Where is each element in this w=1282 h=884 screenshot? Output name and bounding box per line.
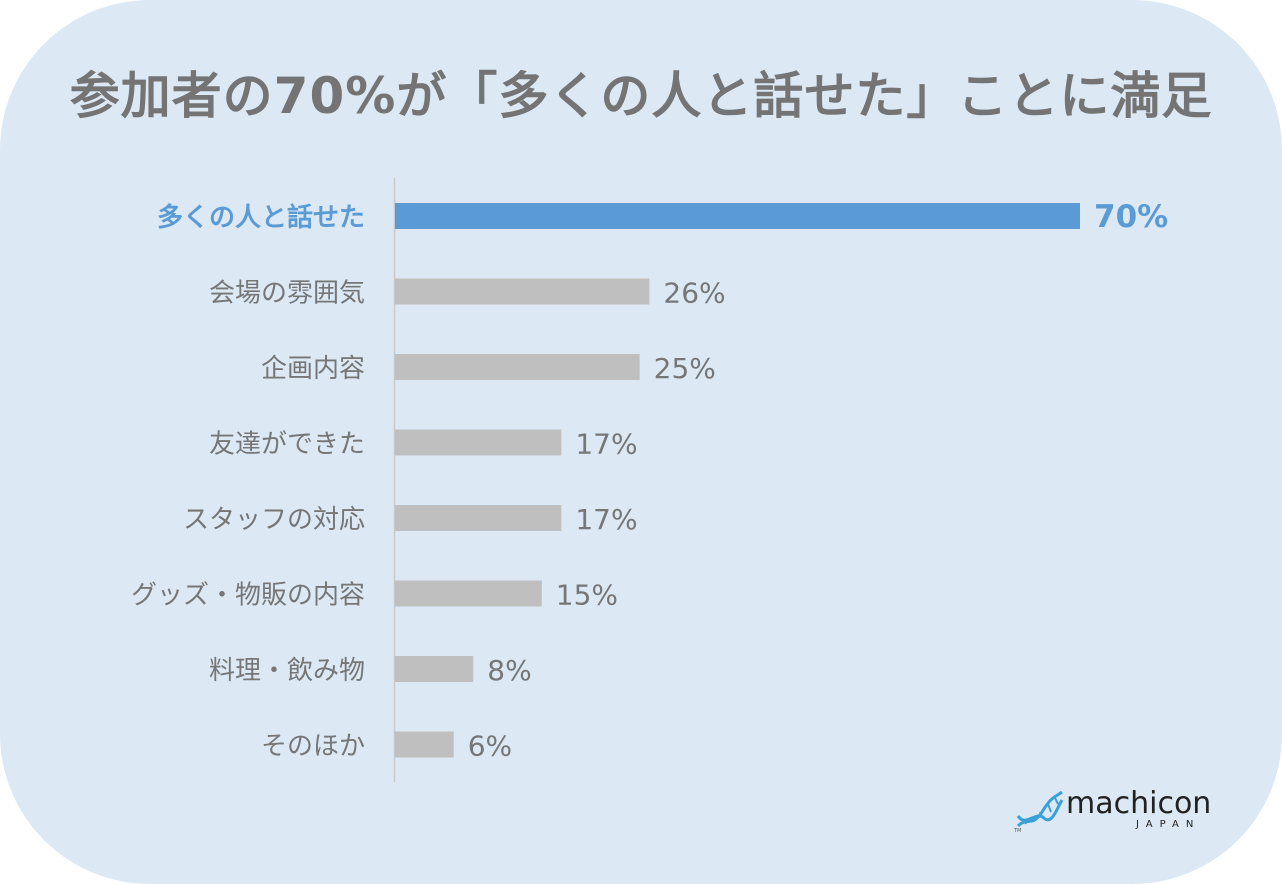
bar (395, 505, 562, 531)
logo-text: machicon (1066, 786, 1212, 821)
category-label: 企画内容 (261, 354, 365, 384)
logo-subtext: JAPAN (1136, 819, 1201, 830)
machicon-logo: TM machicon JAPAN (1014, 786, 1224, 836)
value-label: 17% (575, 503, 637, 536)
category-label: スタッフの対応 (183, 505, 365, 535)
chart-title: 参加者の70%が「多くの人と話せた」ことに満足 (69, 67, 1213, 125)
category-label: 料理・飲み物 (209, 656, 365, 686)
value-label: 26% (663, 277, 725, 310)
category-label: 多くの人と話せた (157, 202, 365, 233)
value-label: 25% (654, 352, 716, 385)
category-label: そのほか (261, 732, 365, 762)
bar (395, 656, 474, 682)
bar (395, 731, 454, 758)
value-label: 15% (556, 579, 618, 612)
bar (395, 429, 562, 456)
value-label: 70% (1094, 199, 1168, 235)
category-label: 会場の雰囲気 (209, 279, 365, 309)
value-label: 17% (575, 428, 637, 461)
dna-helix-icon: TM (1014, 790, 1064, 832)
bar (395, 580, 542, 607)
category-label: グッズ・物販の内容 (131, 581, 365, 611)
bar (395, 203, 1080, 229)
category-label: 友達ができた (209, 430, 365, 460)
value-label: 8% (487, 654, 531, 687)
bar (395, 354, 640, 380)
bar (395, 278, 650, 305)
svg-text:TM: TM (1014, 828, 1021, 832)
value-label: 6% (468, 730, 512, 763)
